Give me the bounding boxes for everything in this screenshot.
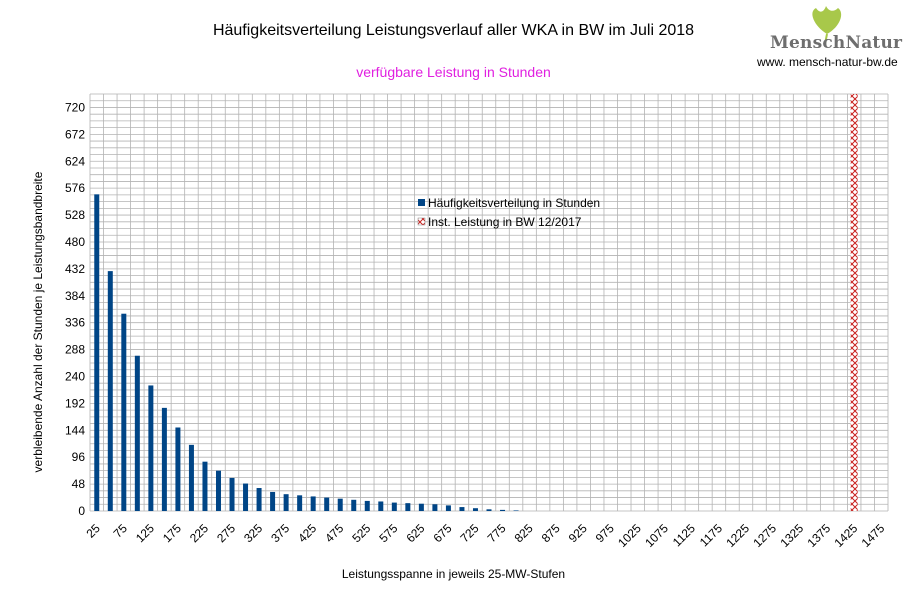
bar-haeufigkeit — [364, 500, 370, 511]
y-tick-label: 624 — [65, 154, 85, 168]
x-tick-label: 1475 — [859, 521, 888, 550]
x-tick-label: 175 — [160, 521, 184, 545]
y-tick-label: 288 — [65, 343, 85, 357]
bar-haeufigkeit — [472, 508, 478, 511]
ginkgo-leaf-stem — [824, 33, 828, 45]
y-tick-label: 144 — [65, 423, 85, 437]
x-tick-label: 1225 — [723, 521, 752, 550]
x-tick-label: 1425 — [832, 521, 861, 550]
x-tick-label: 275 — [214, 521, 238, 545]
x-tick-label: 1125 — [670, 521, 698, 549]
bar-haeufigkeit — [121, 313, 127, 511]
x-tick-label: 675 — [430, 521, 454, 545]
y-tick-label: 0 — [78, 504, 85, 518]
bar-haeufigkeit — [94, 194, 100, 512]
x-tick-label: 375 — [268, 521, 292, 545]
x-tick-label: 875 — [539, 521, 563, 545]
bar-haeufigkeit — [310, 496, 316, 511]
x-tick-label: 1375 — [804, 521, 833, 550]
bar-haeufigkeit — [270, 491, 276, 511]
legend-swatch-haeufigkeit — [418, 199, 425, 206]
x-tick-label: 575 — [376, 521, 400, 545]
logo-text: MenschNatur — [770, 33, 903, 53]
bar-haeufigkeit — [445, 505, 451, 511]
x-tick-label: 1075 — [642, 521, 671, 550]
x-tick-label: 1325 — [777, 521, 806, 550]
logo-url: www. mensch-natur-bw.de — [757, 55, 898, 69]
bar-haeufigkeit — [107, 271, 113, 511]
x-tick-label: 325 — [241, 521, 265, 545]
x-tick-label: 475 — [322, 521, 346, 545]
bar-haeufigkeit — [324, 497, 330, 511]
legend-label-haeufigkeit: Häufigkeitsverteilung in Stunden — [428, 196, 600, 210]
bar-haeufigkeit — [418, 503, 424, 511]
x-tick-label: 825 — [512, 521, 536, 545]
y-tick-label: 240 — [65, 369, 85, 383]
bar-haeufigkeit — [215, 470, 221, 511]
x-tick-label: 1175 — [697, 521, 725, 549]
bar-haeufigkeit — [256, 488, 262, 511]
y-tick-label: 96 — [72, 450, 86, 464]
x-tick-label: 525 — [349, 521, 373, 545]
y-tick-label: 720 — [65, 100, 85, 114]
x-axis-label: Leistungsspanne in jeweils 25-MW-Stufen — [341, 567, 566, 581]
bar-haeufigkeit — [148, 385, 154, 511]
x-tick-label: 975 — [593, 521, 617, 545]
x-tick-label: 775 — [485, 521, 509, 545]
y-tick-label: 48 — [72, 477, 86, 491]
y-tick-label: 528 — [65, 208, 85, 222]
x-tick-label: 725 — [458, 521, 482, 545]
bar-haeufigkeit — [202, 461, 208, 511]
bar-haeufigkeit — [513, 510, 519, 511]
bar-haeufigkeit — [337, 498, 343, 511]
bar-haeufigkeit — [391, 502, 397, 511]
y-tick-label: 336 — [65, 316, 85, 330]
y-tick-label: 672 — [65, 127, 85, 141]
ginkgo-leaf-icon — [812, 6, 842, 45]
bar-haeufigkeit — [134, 355, 140, 511]
bar-haeufigkeit — [229, 477, 235, 511]
bar-haeufigkeit — [188, 444, 194, 511]
x-tick-label: 1275 — [750, 521, 779, 550]
bar-haeufigkeit — [486, 509, 492, 511]
x-tick-label: 125 — [133, 521, 157, 545]
x-tick-label: 925 — [566, 521, 590, 545]
bar-haeufigkeit — [283, 494, 289, 511]
y-tick-label: 432 — [65, 262, 85, 276]
bar-inst-leistung — [850, 94, 858, 511]
bar-haeufigkeit — [378, 501, 384, 511]
bar-haeufigkeit — [161, 407, 167, 511]
legend-label-inst-leistung: Inst. Leistung in BW 12/2017 — [428, 215, 582, 229]
y-tick-label: 480 — [65, 235, 85, 249]
y-tick-label: 192 — [65, 396, 85, 410]
chart-subtitle: verfügbare Leistung in Stunden — [356, 64, 551, 80]
x-tick-label: 625 — [403, 521, 427, 545]
bar-haeufigkeit — [297, 495, 303, 511]
x-tick-label: 25 — [84, 521, 104, 541]
legend-swatch-inst-leistung — [417, 217, 426, 226]
bar-haeufigkeit — [432, 504, 438, 511]
y-tick-label: 576 — [65, 181, 85, 195]
bar-haeufigkeit — [459, 507, 465, 511]
bar-haeufigkeit — [351, 499, 357, 511]
x-tick-label: 425 — [295, 521, 319, 545]
bar-haeufigkeit — [243, 483, 249, 511]
x-tick-label: 1025 — [615, 521, 644, 550]
x-tick-label: 225 — [187, 521, 211, 545]
x-tick-label: 75 — [111, 521, 131, 541]
y-tick-label: 384 — [65, 289, 85, 303]
ginkgo-leaf-shape — [812, 6, 842, 34]
bar-haeufigkeit — [500, 509, 506, 511]
bar-haeufigkeit — [175, 427, 181, 511]
bar-haeufigkeit — [405, 503, 411, 511]
chart-title: Häufigkeitsverteilung Leistungsverlauf a… — [212, 22, 695, 39]
